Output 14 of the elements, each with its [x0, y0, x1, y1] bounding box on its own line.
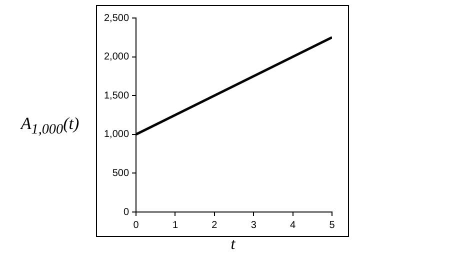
y-tick-label: 1,000: [104, 129, 130, 140]
y-tick-label: 500: [112, 168, 130, 179]
x-tick-label: 5: [329, 220, 336, 231]
y-tick-label: 2,000: [104, 52, 130, 63]
x-tick-label: 4: [290, 220, 296, 231]
y-tick-label: 2,500: [104, 12, 130, 24]
y-tick-label: 1,500: [104, 90, 130, 102]
x-tick-label: 1: [172, 220, 178, 231]
x-tick-label: 2: [212, 220, 218, 231]
x-tick-label: 3: [250, 220, 257, 231]
y-tick-label: 0: [123, 206, 130, 218]
x-axis-title: t: [230, 236, 236, 254]
y-axis-title: A$_{1,000}$(t): [19, 114, 80, 138]
x-tick-label: 0: [133, 220, 140, 231]
